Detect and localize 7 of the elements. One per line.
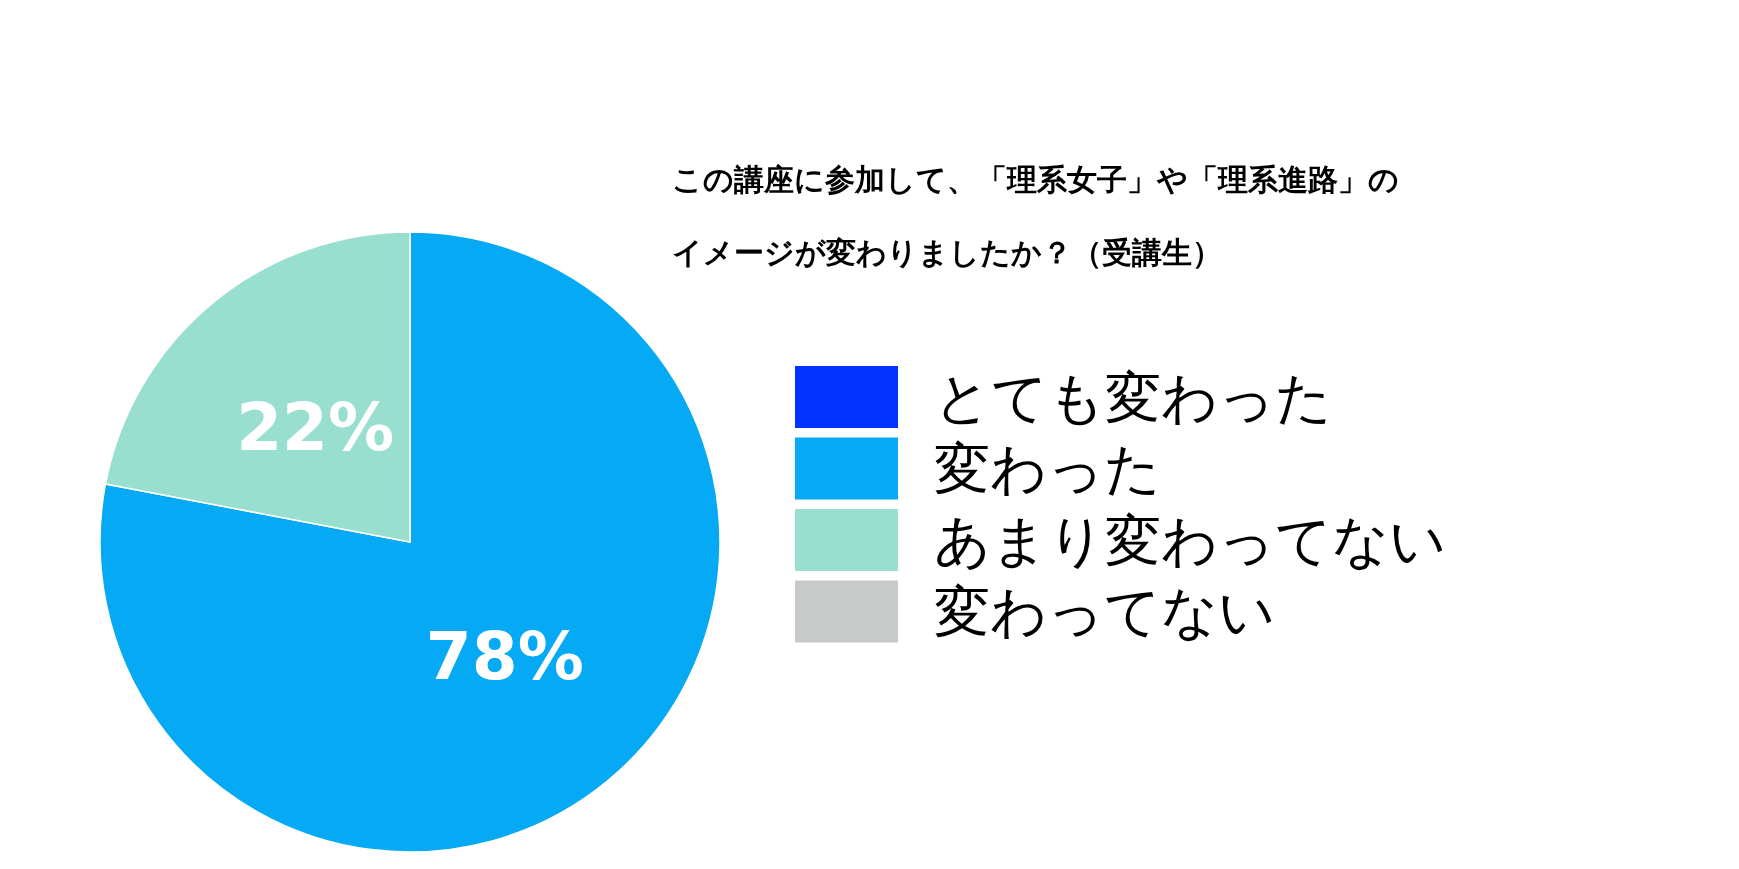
chart-title: この講座に参加して、「理系女子」や「理系進路」のイメージが変わりましたか？（受講生） <box>672 162 1399 270</box>
legend-label: とても変わった <box>934 364 1332 430</box>
legend-label: 変わってない <box>934 579 1275 644</box>
data-label: 78% <box>425 618 584 696</box>
legend-label: あまり変わってない <box>934 507 1446 573</box>
legend-label: 変わった <box>934 436 1161 501</box>
data-label: 22% <box>236 388 395 466</box>
